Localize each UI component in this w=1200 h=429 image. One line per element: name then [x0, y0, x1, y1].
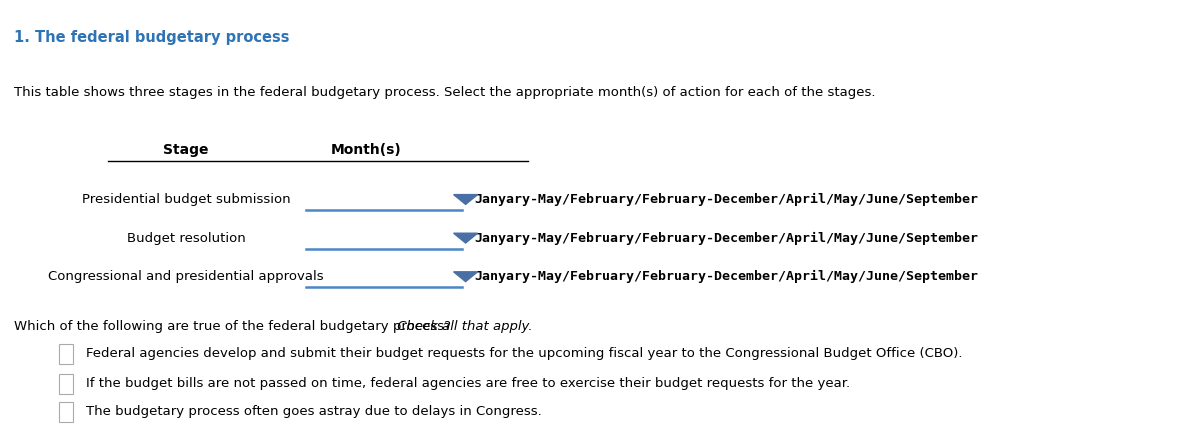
- Text: Presidential budget submission: Presidential budget submission: [82, 193, 290, 206]
- Text: Check all that apply.: Check all that apply.: [392, 320, 533, 332]
- Text: Janyary-May/February/February-December/April/May/June/September: Janyary-May/February/February-December/A…: [474, 232, 978, 245]
- Text: Federal agencies develop and submit their budget requests for the upcoming fisca: Federal agencies develop and submit thei…: [86, 347, 962, 360]
- Text: Month(s): Month(s): [331, 142, 401, 157]
- Text: 1. The federal budgetary process: 1. The federal budgetary process: [14, 30, 290, 45]
- Text: Janyary-May/February/February-December/April/May/June/September: Janyary-May/February/February-December/A…: [474, 270, 978, 283]
- Text: Which of the following are true of the federal budgetary process?: Which of the following are true of the f…: [14, 320, 451, 332]
- Text: If the budget bills are not passed on time, federal agencies are free to exercis: If the budget bills are not passed on ti…: [86, 378, 851, 390]
- Text: Janyary-May/February/February-December/April/May/June/September: Janyary-May/February/February-December/A…: [474, 193, 978, 206]
- Text: Budget resolution: Budget resolution: [127, 232, 245, 245]
- Text: Congressional and presidential approvals: Congressional and presidential approvals: [48, 270, 324, 283]
- Text: The budgetary process often goes astray due to delays in Congress.: The budgetary process often goes astray …: [86, 405, 542, 418]
- Text: Stage: Stage: [163, 142, 209, 157]
- Text: This table shows three stages in the federal budgetary process. Select the appro: This table shows three stages in the fed…: [14, 86, 876, 99]
